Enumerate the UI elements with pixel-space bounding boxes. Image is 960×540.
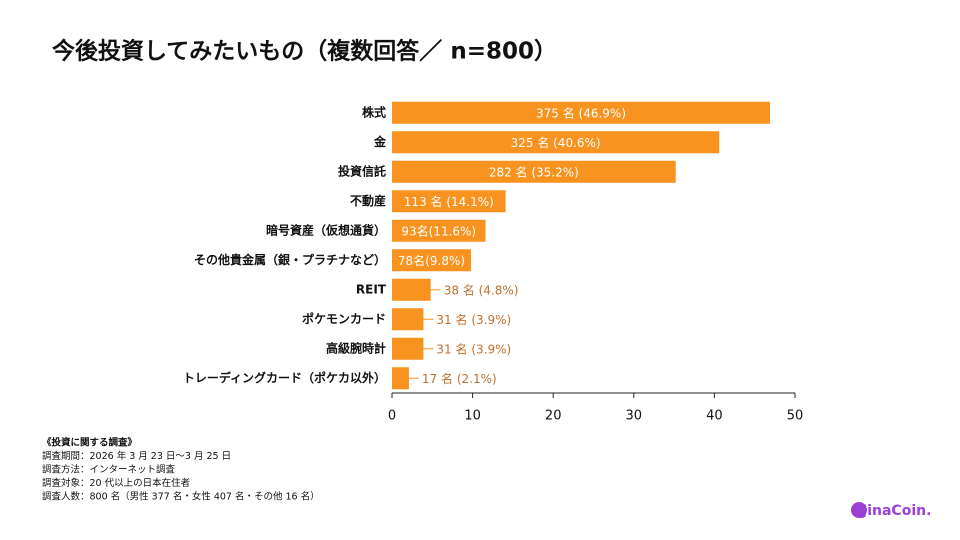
x-tick-label: 10 (464, 409, 481, 424)
data-label: 325 名 (40.6%) (511, 135, 601, 150)
data-label: 38 名 (4.8%) (444, 282, 519, 297)
data-label: 17 名 (2.1%) (422, 371, 497, 386)
brand-name: JinaCoin. (861, 503, 931, 519)
data-label: 78名(9.8%) (398, 253, 465, 268)
y-tick-label: 金 (373, 134, 387, 149)
logo-icon (851, 502, 867, 518)
data-label: 282 名 (35.2%) (489, 164, 579, 179)
footnote: 調査人数：800 名（男性 377 名・女性 407 名・その他 16 名） (42, 491, 320, 503)
chart-title: 今後投資してみたいもの（複数回答／ n=800） (52, 38, 557, 65)
data-label: 93名(11.6%) (401, 223, 476, 238)
y-tick-label: 株式 (362, 104, 386, 119)
y-tick-label: 不動産 (350, 193, 386, 208)
bar (392, 131, 720, 154)
bar (392, 160, 676, 183)
y-tick-label: トレーディングカード（ポケカ以外） (183, 370, 386, 385)
footnote: 調査対象：20 代以上の日本在住者 (42, 477, 190, 489)
x-tick-label: 20 (545, 409, 562, 424)
bar (392, 101, 771, 124)
footnote: 調査方法：インターネット調査 (42, 464, 176, 476)
bar (392, 249, 471, 272)
footnote: 《投資に関する調査》 (42, 437, 137, 449)
x-tick-label: 40 (706, 409, 723, 424)
bar (392, 278, 431, 301)
y-tick-label: REIT (356, 282, 387, 296)
bar (392, 337, 424, 360)
data-label: 31 名 (3.9%) (436, 341, 511, 356)
bar (392, 308, 424, 331)
bar (392, 219, 486, 242)
x-tick-label: 50 (787, 409, 804, 424)
bar (392, 190, 506, 213)
data-label: 113 名 (14.1%) (404, 194, 494, 209)
data-label: 31 名 (3.9%) (436, 312, 511, 327)
y-tick-label: ポケモンカード (302, 311, 386, 326)
y-tick-label: 暗号資産（仮想通貨） (266, 222, 386, 237)
bar (392, 367, 409, 390)
footnote: 調査期間：2026 年 3 月 23 日〜3 月 25 日 (42, 450, 231, 462)
x-tick-label: 0 (388, 409, 396, 424)
y-tick-label: その他貴金属（銀・プラチナなど） (194, 252, 386, 267)
data-label: 375 名 (46.9%) (536, 105, 626, 120)
y-tick-label: 高級腕時計 (326, 340, 386, 355)
x-tick-label: 30 (626, 409, 643, 424)
y-tick-label: 投資信託 (338, 163, 386, 178)
brand-logo: JinaCoin. (851, 502, 931, 519)
